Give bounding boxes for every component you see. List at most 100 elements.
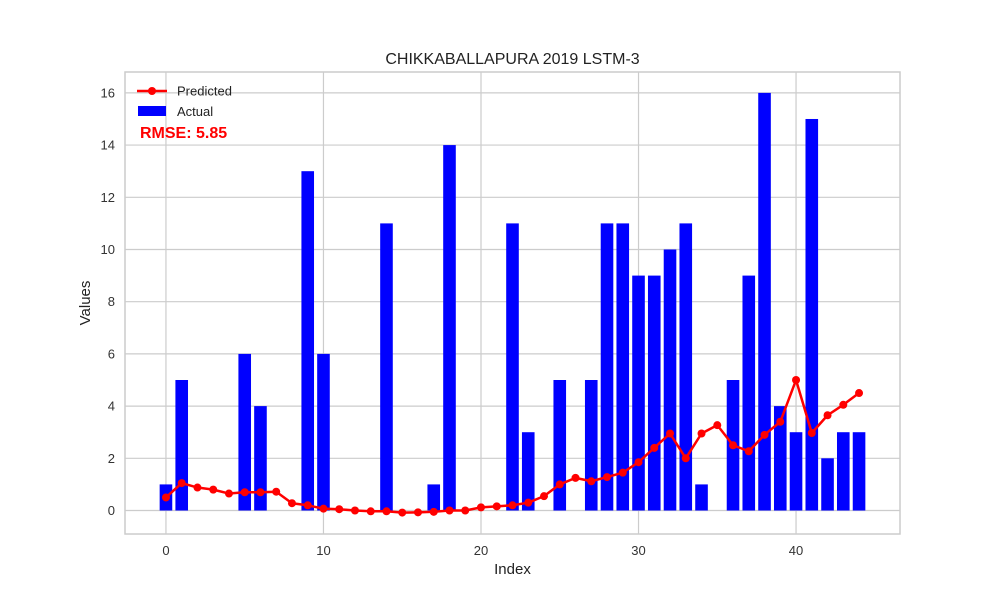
- predicted-point: [398, 508, 407, 517]
- bar-actual: [553, 380, 567, 511]
- predicted-point: [855, 389, 864, 398]
- predicted-point: [350, 506, 359, 515]
- predicted-point: [476, 503, 485, 512]
- plot-frame: [124, 71, 901, 535]
- predicted-point: [587, 477, 596, 486]
- predicted-point: [681, 454, 690, 463]
- predicted-point: [335, 505, 344, 514]
- legend-actual-swatch-icon: [138, 106, 166, 116]
- predicted-point: [697, 429, 706, 438]
- bar-actual: [301, 171, 315, 511]
- bar-actual: [836, 432, 850, 511]
- predicted-point: [823, 411, 832, 420]
- bar-actual: [427, 484, 441, 511]
- predicted-point: [461, 506, 470, 515]
- bar-actual: [584, 380, 598, 511]
- bar-actual: [663, 249, 677, 511]
- y-tick-label: 6: [108, 346, 115, 361]
- x-tick-label: 30: [631, 543, 645, 558]
- predicted-point: [224, 489, 233, 498]
- legend: Predicted Actual: [137, 84, 232, 119]
- y-tick-label: 12: [101, 190, 115, 205]
- predicted-point: [603, 473, 612, 482]
- bar-actual: [679, 223, 693, 511]
- x-tick-label: 20: [474, 543, 488, 558]
- y-tick-label: 16: [101, 85, 115, 100]
- y-axis-label: Values: [77, 281, 94, 326]
- bar-actual: [443, 145, 456, 511]
- bar-actual: [647, 275, 661, 511]
- predicted-point: [713, 421, 722, 430]
- predicted-point: [240, 488, 249, 497]
- legend-actual-label: Actual: [177, 104, 213, 119]
- predicted-point: [177, 479, 186, 488]
- bar-actual: [600, 223, 614, 511]
- bar-actual: [616, 223, 630, 511]
- bar-actual: [742, 275, 756, 511]
- predicted-point: [209, 485, 218, 494]
- predicted-point: [303, 501, 312, 510]
- predicted-point: [413, 508, 422, 517]
- predicted-point: [807, 428, 816, 437]
- y-tick-label: 4: [108, 399, 115, 414]
- bar-actual: [789, 432, 803, 511]
- bar-actual: [521, 432, 535, 511]
- predicted-point: [571, 473, 580, 482]
- predicted-point: [744, 447, 753, 456]
- x-axis-label: Index: [494, 561, 531, 578]
- x-tick-label: 0: [162, 543, 169, 558]
- legend-predicted-label: Predicted: [177, 84, 232, 99]
- bar-series-actual: [159, 92, 866, 511]
- predicted-point: [634, 458, 643, 467]
- bar-actual: [821, 458, 834, 511]
- predicted-point: [524, 498, 533, 507]
- predicted-point: [729, 441, 738, 450]
- bar-actual: [175, 380, 189, 511]
- x-tick-label: 10: [316, 543, 330, 558]
- y-tick-labels: 0 2 4 6 8 10 12 14 16: [101, 85, 115, 518]
- predicted-point: [618, 468, 627, 477]
- y-tick-label: 2: [108, 451, 115, 466]
- y-tick-label: 0: [108, 503, 115, 518]
- predicted-point: [508, 501, 517, 510]
- predicted-point: [540, 492, 549, 501]
- predicted-point: [650, 443, 659, 452]
- bar-actual: [238, 353, 252, 511]
- predicted-point: [760, 430, 769, 439]
- bar-actual: [773, 406, 787, 511]
- x-tick-label: 40: [789, 543, 803, 558]
- y-tick-label: 14: [101, 138, 115, 153]
- predicted-point: [776, 417, 785, 426]
- bar-actual: [254, 406, 267, 511]
- bar-actual: [317, 353, 330, 511]
- bar-actual: [695, 484, 708, 511]
- bar-actual: [506, 223, 519, 511]
- chart-title: CHIKKABALLAPURA 2019 LSTM-3: [385, 51, 639, 68]
- predicted-point: [272, 487, 281, 496]
- predicted-point: [382, 507, 391, 516]
- rmse-annotation: RMSE: 5.85: [140, 125, 227, 142]
- y-tick-label: 10: [101, 242, 115, 257]
- bar-actual: [852, 432, 866, 511]
- bar-actual: [632, 275, 645, 511]
- bar-actual: [805, 118, 819, 511]
- legend-predicted-marker-icon: [148, 87, 156, 95]
- predicted-point: [366, 507, 375, 516]
- y-tick-label: 8: [108, 294, 115, 309]
- predicted-point: [161, 493, 170, 502]
- predicted-point: [792, 376, 801, 384]
- line-series-predicted: [161, 376, 864, 517]
- predicted-point: [666, 429, 675, 438]
- predicted-point: [445, 506, 454, 515]
- x-tick-labels: 0 10 20 30 40: [162, 543, 803, 558]
- predicted-point: [839, 400, 848, 409]
- predicted-point: [319, 504, 328, 513]
- bar-actual: [758, 92, 771, 511]
- predicted-point: [193, 483, 202, 492]
- predicted-point: [555, 480, 564, 489]
- predicted-point: [287, 499, 296, 508]
- bar-actual: [380, 223, 393, 511]
- predicted-point: [429, 507, 438, 516]
- predicted-point: [256, 488, 265, 497]
